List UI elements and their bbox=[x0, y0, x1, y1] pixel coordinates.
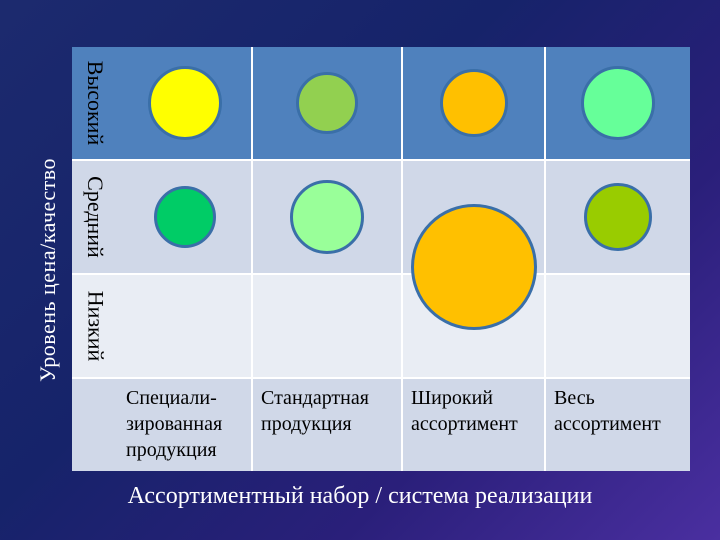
positioning-matrix: Высокий Средний Низкий Специали- зированная… bbox=[72, 47, 690, 471]
row-label-mid: Средний bbox=[72, 161, 118, 273]
corner-cell bbox=[72, 379, 118, 471]
column-label-cell-wide: Широкий ассортимент bbox=[403, 379, 544, 471]
bubble-high-wide bbox=[439, 69, 508, 137]
row-label-low: Низкий bbox=[72, 275, 118, 377]
cell-low-specialized bbox=[118, 275, 251, 377]
column-label-cell-specialized: Специали- зированная продукция bbox=[118, 379, 251, 471]
column-label-wide: Широкий ассортимент bbox=[411, 387, 518, 435]
column-label-specialized: Специали- зированная продукция bbox=[126, 387, 223, 461]
column-label-full: Весь ассортимент bbox=[554, 387, 661, 435]
column-label-cell-standard: Стандартная продукция bbox=[253, 379, 401, 471]
bubble-mid-standard bbox=[290, 180, 364, 254]
column-label-cell-full: Весь ассортимент bbox=[546, 379, 690, 471]
bubble-high-standard bbox=[296, 72, 358, 134]
cell-low-standard bbox=[253, 275, 401, 377]
bubble-high-full bbox=[581, 66, 655, 140]
bubble-high-specialized bbox=[147, 66, 222, 140]
bubble-mid-wide bbox=[410, 204, 537, 331]
y-axis-title: Уровень цена/качество bbox=[35, 158, 60, 382]
bubble-mid-full bbox=[584, 183, 652, 251]
x-axis-title: Ассортиментный набор / система реализаци… bbox=[127, 483, 593, 509]
cell-low-full bbox=[546, 275, 690, 377]
column-label-standard: Стандартная продукция bbox=[261, 387, 369, 435]
row-label-high: Высокий bbox=[72, 47, 118, 159]
bubble-mid-specialized bbox=[153, 186, 216, 248]
